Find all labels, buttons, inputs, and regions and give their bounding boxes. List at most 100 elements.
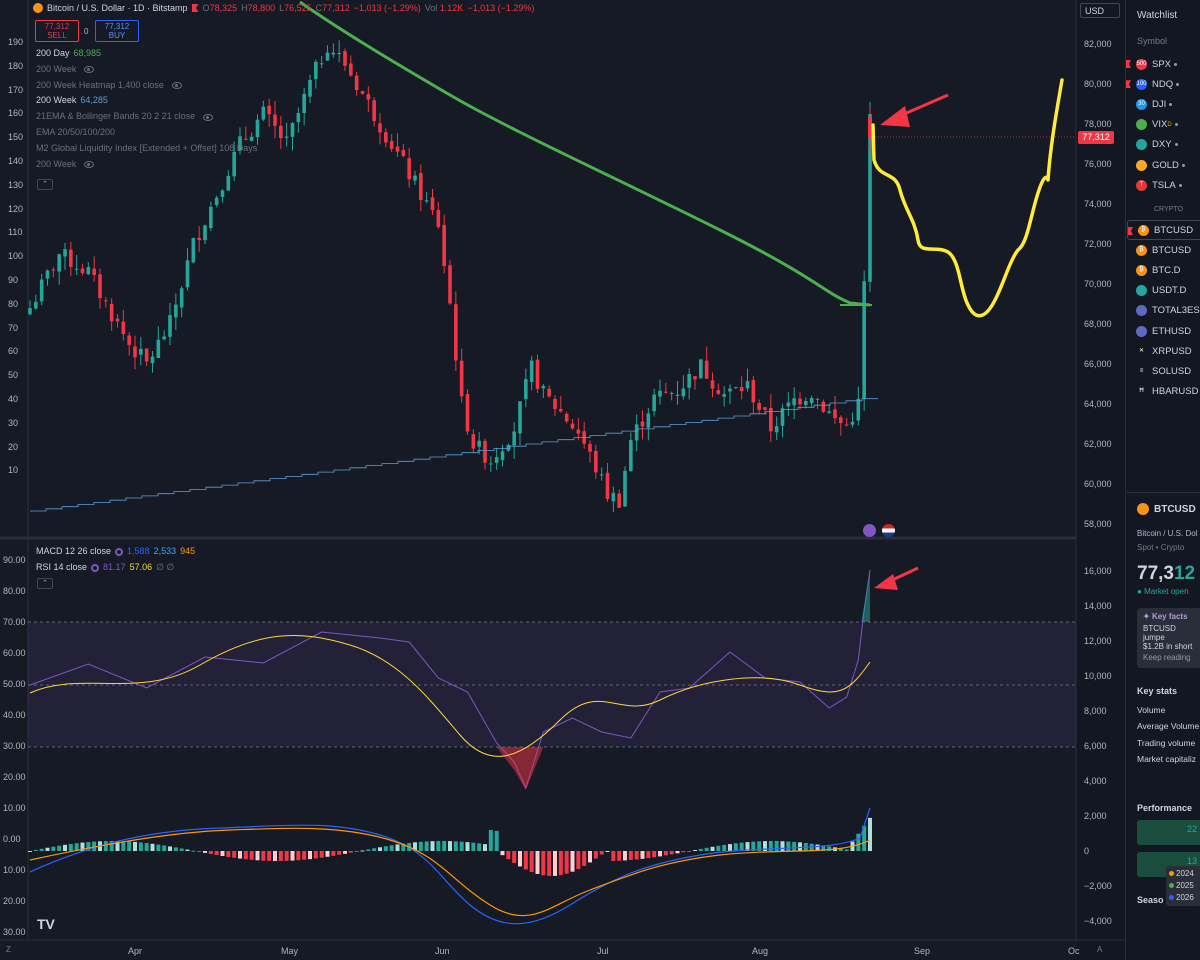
details-price: 77,312 xyxy=(1137,563,1196,584)
price-tick: 80,000 xyxy=(1084,79,1112,89)
sell-label: SELL xyxy=(47,31,67,40)
year-legend-item[interactable]: 2025 xyxy=(1169,880,1198,892)
watchlist-item[interactable]: TOTAL3ES xyxy=(1126,301,1200,321)
watchlist-item[interactable]: 500 SPX xyxy=(1126,54,1200,74)
symbol-title[interactable]: Bitcoin / U.S. Dollar · 1D · Bitstamp xyxy=(47,3,188,13)
timezone-corner[interactable]: Z xyxy=(6,945,11,954)
hand-drawn-projection[interactable] xyxy=(871,78,1064,318)
crypto-section-header[interactable]: CRYPTO xyxy=(1154,206,1183,213)
macd-histogram-bar xyxy=(51,846,56,851)
watchlist-item[interactable]: ₿ BTCUSD xyxy=(1126,240,1200,260)
auto-scale-corner[interactable]: A xyxy=(1097,945,1103,954)
keep-reading-link[interactable]: Keep reading xyxy=(1143,653,1191,662)
candle-body xyxy=(769,407,773,432)
settings-gear-icon[interactable] xyxy=(91,563,100,572)
collapse-legend-button[interactable]: ⌃ xyxy=(37,179,53,190)
macd-line[interactable] xyxy=(29,807,871,925)
annotation-arrow-head[interactable] xyxy=(880,106,910,127)
macd-histogram-bar xyxy=(238,851,242,859)
hidden-eye-icon[interactable] xyxy=(84,66,95,74)
oscillator-row[interactable]: MACD 12 26 close 1,588 2,533 945 xyxy=(36,544,195,560)
watchlist-item[interactable]: DXY xyxy=(1126,135,1200,155)
tradingview-logo[interactable]: TV xyxy=(37,916,55,932)
watchlist-title[interactable]: Watchlist xyxy=(1137,10,1178,21)
performance-tile-1[interactable]: 22 xyxy=(1137,820,1200,845)
macd-histogram-bar xyxy=(628,851,633,861)
watchlist-item[interactable]: USDT.D xyxy=(1126,281,1200,301)
key-facts-card[interactable]: ✦ Key facts BTCUSD jumpe $1.2B in short … xyxy=(1137,608,1200,668)
signal-line[interactable] xyxy=(29,827,871,917)
candle-body xyxy=(681,388,686,397)
candle-body xyxy=(424,200,429,202)
watchlist-item[interactable]: ₿ BTC.D xyxy=(1126,260,1200,280)
ohlc-high: H78,800 xyxy=(241,3,276,13)
hidden-eye-icon[interactable] xyxy=(171,81,182,89)
rsi-line[interactable] xyxy=(29,569,871,790)
macd-histogram-bar xyxy=(144,843,149,851)
macd-histogram-bar xyxy=(325,851,330,857)
candle-body xyxy=(226,176,231,191)
currency-button[interactable]: USD xyxy=(1080,3,1120,18)
ma-200-day-line[interactable] xyxy=(299,0,871,307)
hidden-eye-icon[interactable] xyxy=(84,160,95,168)
watchlist-item[interactable]: ≡ SOLUSD xyxy=(1126,361,1200,381)
sell-button[interactable]: 77,312 SELL xyxy=(35,20,79,42)
candle-body xyxy=(588,443,592,452)
indicator-row[interactable]: 200 Week Heatmap 1,400 close xyxy=(36,78,257,94)
watchlist-item[interactable]: ETHUSD xyxy=(1126,321,1200,341)
watchlist-item[interactable]: 100 NDQ xyxy=(1126,74,1200,94)
macd-histogram-bar xyxy=(331,851,336,856)
watchlist-item[interactable]: ✕ XRPUSD xyxy=(1126,341,1200,361)
candle-body xyxy=(693,376,697,380)
chart-area[interactable]: Bitcoin / U.S. Dollar · 1D · Bitstamp O7… xyxy=(0,0,1125,960)
indicator-row[interactable]: EMA 20/50/100/200 xyxy=(36,125,257,141)
us-flag-icon[interactable] xyxy=(882,524,895,537)
candle-body xyxy=(150,356,155,364)
buy-button[interactable]: 77,312 BUY xyxy=(95,20,139,42)
oscillator-value: 57.06 xyxy=(129,561,153,572)
left-tick: 30 xyxy=(8,417,19,428)
indicator-row[interactable]: 21EMA & Bollinger Bands 20 2 21 close xyxy=(36,109,257,125)
macd-histogram-bar xyxy=(477,843,482,851)
indicator-row[interactable]: 200 Week xyxy=(36,157,257,173)
hidden-eye-icon[interactable] xyxy=(203,113,214,121)
candle-body xyxy=(471,434,476,449)
symbol-logo-icon: 500 xyxy=(1136,58,1147,70)
candle-body xyxy=(541,385,546,389)
collapse-osc-legend-button[interactable]: ⌃ xyxy=(37,578,53,589)
watchlist-item[interactable]: GOLD xyxy=(1126,155,1200,175)
watchlist-item[interactable]: Ħ HBARUSD xyxy=(1126,382,1200,402)
indicator-row[interactable]: 200 Day 68,985 xyxy=(36,46,257,62)
candle-body xyxy=(372,100,376,122)
oscillator-value: 2,533 xyxy=(153,546,177,556)
ma-200-week-line[interactable] xyxy=(30,398,878,512)
macd-histogram-bar xyxy=(733,843,738,851)
event-icon[interactable] xyxy=(863,524,876,537)
chart-canvas[interactable] xyxy=(0,0,1125,960)
candle-body xyxy=(512,431,516,446)
indicator-row[interactable]: 200 Week 64,285 xyxy=(36,93,257,109)
watchlist-item[interactable]: ₿ BTCUSD xyxy=(1127,220,1200,240)
watchlist-item[interactable]: 30 DJI xyxy=(1126,94,1200,114)
price-tick: 72,000 xyxy=(1084,239,1112,249)
annotation-arrow-head[interactable] xyxy=(874,574,898,590)
symbol-logo-icon: T xyxy=(1136,179,1147,191)
watchlist-symbol: NDQ xyxy=(1152,78,1174,90)
candle-body xyxy=(249,136,254,141)
macd-histogram-bar xyxy=(757,841,762,851)
details-symbol[interactable]: BTCUSD xyxy=(1154,503,1196,515)
candle-body xyxy=(844,424,849,426)
flag-icon xyxy=(1128,227,1133,235)
year-legend-item[interactable]: 2024 xyxy=(1169,868,1198,880)
indicator-row[interactable]: M2 Global Liquidity Index [Extended + Of… xyxy=(36,141,257,157)
watchlist-symbol: DXY xyxy=(1152,139,1172,151)
symbol-column-header[interactable]: Symbol xyxy=(1137,36,1168,46)
rsi-ma-line[interactable] xyxy=(29,634,871,757)
oscillator-row[interactable]: RSI 14 close 81.17 57.06 ∅ ∅ xyxy=(36,560,195,576)
indicator-row[interactable]: 200 Week xyxy=(36,62,257,78)
candle-body xyxy=(214,197,219,205)
settings-gear-icon[interactable] xyxy=(115,547,124,556)
watchlist-item[interactable]: T TSLA xyxy=(1126,175,1200,195)
watchlist-item[interactable]: VIX D xyxy=(1126,115,1200,135)
year-legend-item[interactable]: 2026 xyxy=(1169,892,1198,904)
